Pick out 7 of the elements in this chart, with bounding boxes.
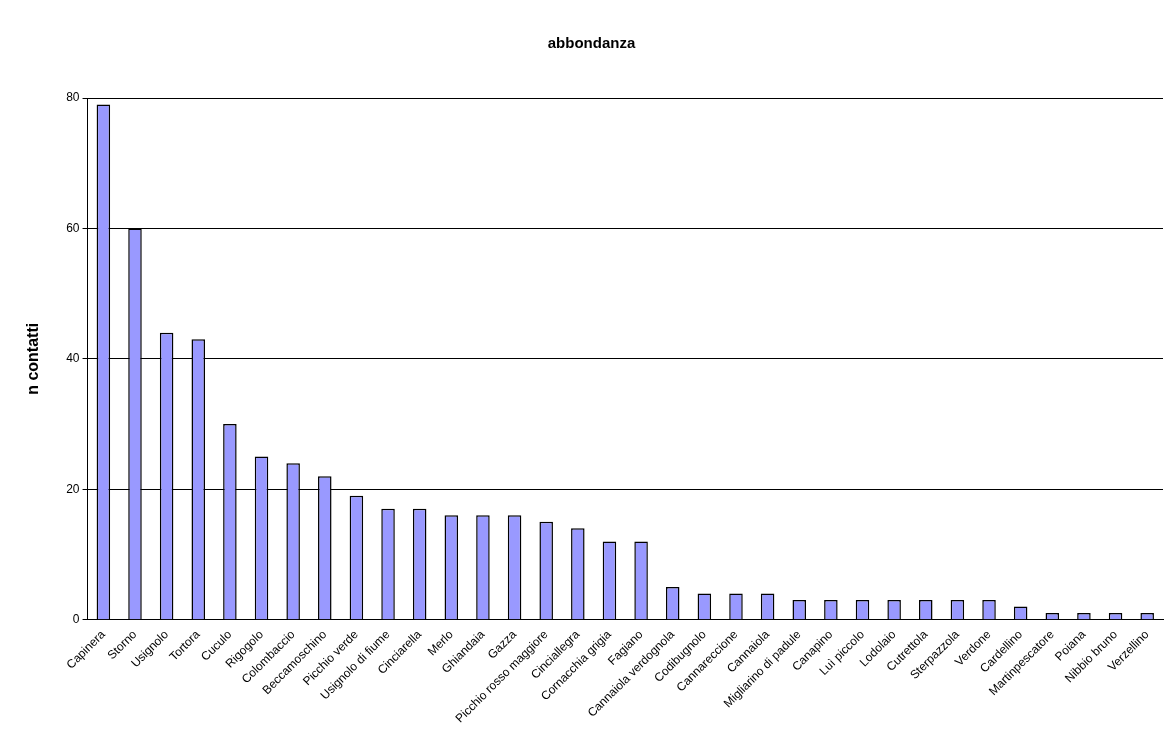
chart-title: abbondanza: [547, 34, 636, 52]
y-tick-label: 40: [66, 351, 80, 366]
y-tick-label: 20: [66, 481, 80, 496]
y-tick-label: 0: [72, 611, 80, 626]
y-axis-title: n contatti: [24, 322, 42, 395]
y-tick-label: 60: [66, 220, 80, 235]
y-tick-label: 80: [66, 90, 80, 105]
